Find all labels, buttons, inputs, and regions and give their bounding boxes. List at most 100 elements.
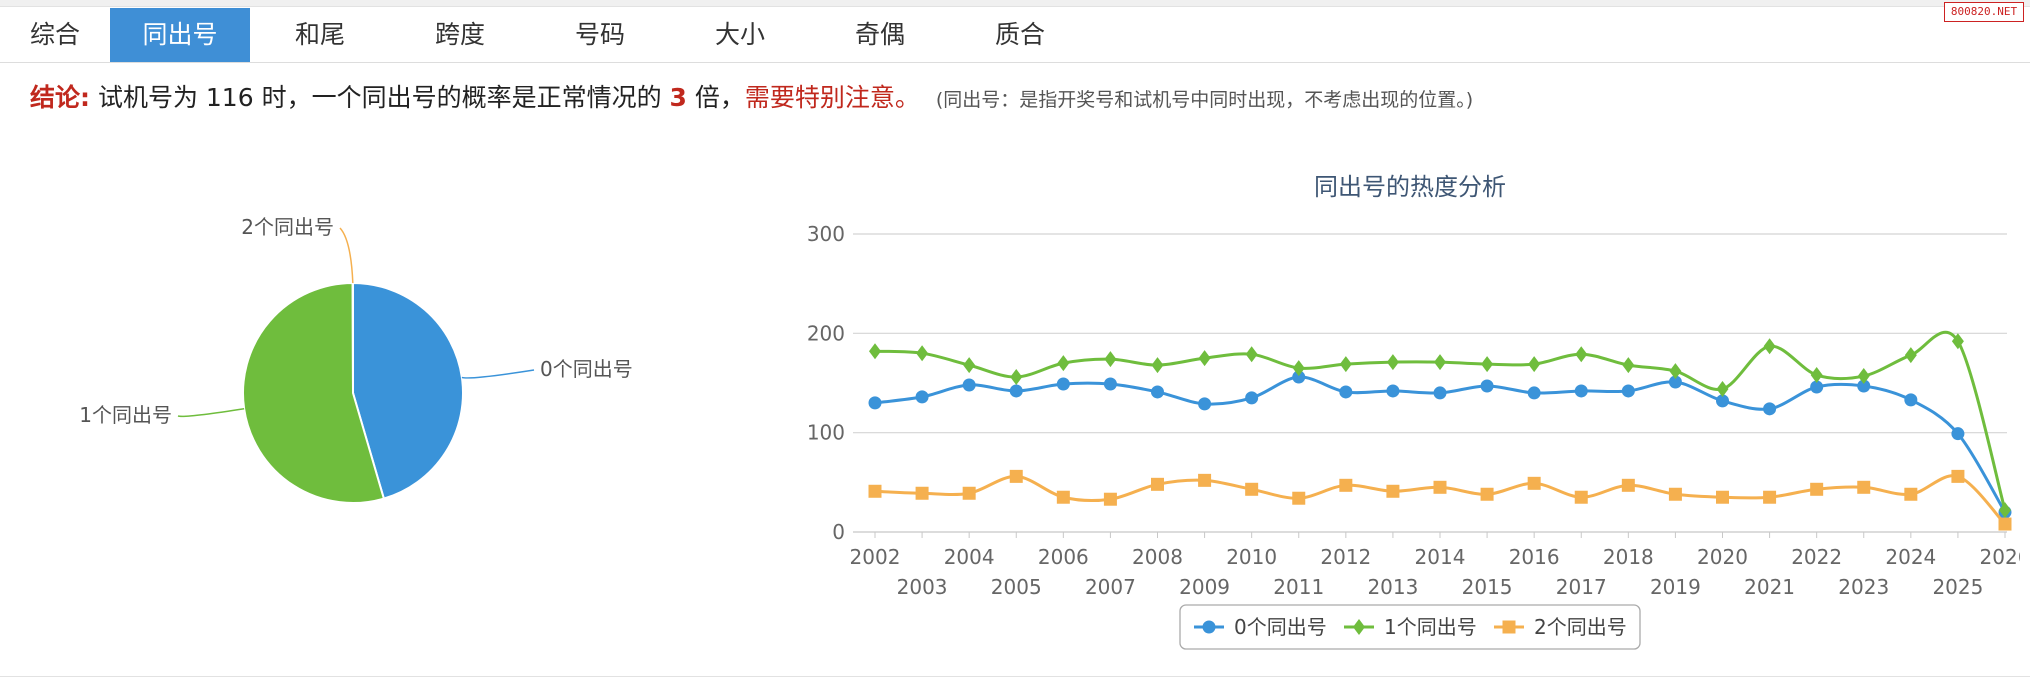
pie-label-connector — [177, 408, 245, 418]
y-tick-label: 300 — [807, 222, 845, 246]
x-tick-label: 2010 — [1226, 545, 1277, 569]
data-point — [1339, 478, 1353, 492]
data-point — [1481, 356, 1494, 373]
legend-label: 1个同出号 — [1384, 615, 1477, 639]
legend-label: 0个同出号 — [1234, 615, 1327, 639]
data-point — [868, 484, 882, 498]
conclusion-note: (同出号：是指开奖号和试机号中同时出现，不考虑出现的位置。) — [935, 89, 1474, 111]
data-point — [1904, 347, 1917, 364]
data-point — [1528, 356, 1541, 373]
legend-box — [1179, 604, 1641, 650]
data-point — [1245, 391, 1259, 405]
tab-number[interactable]: 号码 — [574, 20, 625, 49]
data-point — [1057, 355, 1070, 372]
x-tick-label: 2012 — [1320, 545, 1371, 569]
data-point — [1245, 346, 1258, 363]
data-point — [1339, 385, 1353, 399]
x-tick-label: 2018 — [1603, 545, 1654, 569]
data-point — [1103, 377, 1117, 391]
x-tick-label: 2024 — [1885, 545, 1936, 569]
data-point — [915, 390, 929, 404]
data-point — [1198, 473, 1212, 487]
pie-label: 0个同出号 — [540, 357, 633, 381]
data-point — [1151, 357, 1164, 374]
data-point — [1763, 338, 1776, 355]
data-point — [1009, 384, 1023, 398]
data-point — [1056, 490, 1070, 504]
x-tick-label: 2007 — [1085, 575, 1136, 599]
pie-chart: 0个同出号 1个同出号 2个同出号 — [79, 215, 633, 504]
x-tick-label: 2020 — [1697, 545, 1748, 569]
x-tick-label: 2013 — [1367, 575, 1418, 599]
data-point — [1386, 484, 1400, 498]
data-point — [1386, 384, 1400, 398]
x-tick-label: 2003 — [897, 575, 948, 599]
data-point — [1668, 487, 1682, 501]
tab-same-number[interactable]: 同出号 — [110, 8, 250, 62]
pie-label: 2个同出号 — [241, 215, 334, 239]
data-point — [1527, 476, 1541, 490]
tab-sum-tail[interactable]: 和尾 — [294, 20, 345, 49]
legend-marker — [1353, 619, 1365, 635]
data-point — [963, 357, 976, 374]
data-point — [1292, 491, 1306, 505]
legend-label: 2个同出号 — [1534, 615, 1627, 639]
data-point — [869, 343, 881, 360]
legend-marker — [1502, 620, 1516, 634]
x-tick-label: 2006 — [1038, 545, 1089, 569]
x-tick-label: 2021 — [1744, 575, 1795, 599]
data-point — [1527, 386, 1541, 400]
data-point — [962, 378, 976, 392]
data-point — [1433, 386, 1447, 400]
data-point — [1292, 360, 1305, 377]
y-tick-label: 200 — [807, 321, 845, 345]
data-point — [916, 345, 929, 362]
tab-odd-even[interactable]: 奇偶 — [854, 20, 905, 49]
data-point — [1622, 357, 1635, 374]
bottom-border — [0, 676, 2030, 677]
x-tick-label: 2005 — [991, 575, 1042, 599]
x-tick-label: 2009 — [1179, 575, 1230, 599]
data-point — [1716, 394, 1729, 408]
tab-span[interactable]: 跨度 — [434, 20, 485, 49]
data-point — [1103, 492, 1117, 506]
tab-prime-composite[interactable]: 质合 — [994, 20, 1045, 49]
data-point — [1151, 477, 1164, 491]
conclusion-text: 试机号为 116 时，一个同出号的概率是正常情况的 — [97, 83, 662, 112]
x-tick-label: 2004 — [944, 545, 995, 569]
data-point — [1716, 490, 1729, 504]
data-point — [1810, 367, 1823, 384]
x-tick-label: 2014 — [1415, 545, 1466, 569]
x-tick-label: 2002 — [850, 545, 901, 569]
data-point — [1292, 370, 1306, 384]
line-chart: 同出号的热度分析 0 100 200 300 2002 2003 2004 2005 2006 20… — [807, 173, 2020, 650]
data-point — [1245, 482, 1259, 496]
data-point — [1763, 490, 1777, 504]
data-point — [1904, 487, 1918, 501]
data-point — [1434, 354, 1446, 371]
x-tick-label: 2016 — [1509, 545, 1560, 569]
data-point — [1810, 380, 1824, 394]
data-point — [1669, 363, 1682, 380]
pie-slice — [352, 281, 464, 500]
top-border — [0, 0, 2030, 7]
y-tick-label: 100 — [807, 421, 845, 445]
data-point — [1951, 469, 1965, 483]
data-point — [1480, 487, 1494, 501]
pie-label-connector — [461, 369, 535, 379]
conclusion-multiplier: 3 — [669, 83, 687, 112]
data-point — [1574, 490, 1588, 504]
data-point — [1339, 356, 1352, 373]
data-point — [1904, 393, 1918, 407]
data-point — [1386, 354, 1399, 371]
data-point — [915, 486, 929, 500]
data-point — [1951, 333, 1964, 350]
tab-size[interactable]: 大小 — [714, 20, 765, 49]
data-point — [1480, 379, 1494, 393]
site-watermark: 800820.NET — [1944, 2, 2024, 22]
data-point — [1056, 377, 1070, 391]
conclusion-line: 结论: 试机号为 116 时，一个同出号的概率是正常情况的 3 倍，需要特别注意… — [30, 78, 1473, 118]
data-point — [1951, 427, 1965, 441]
data-point — [1010, 369, 1023, 386]
tab-overview[interactable]: 综合 — [29, 20, 80, 49]
